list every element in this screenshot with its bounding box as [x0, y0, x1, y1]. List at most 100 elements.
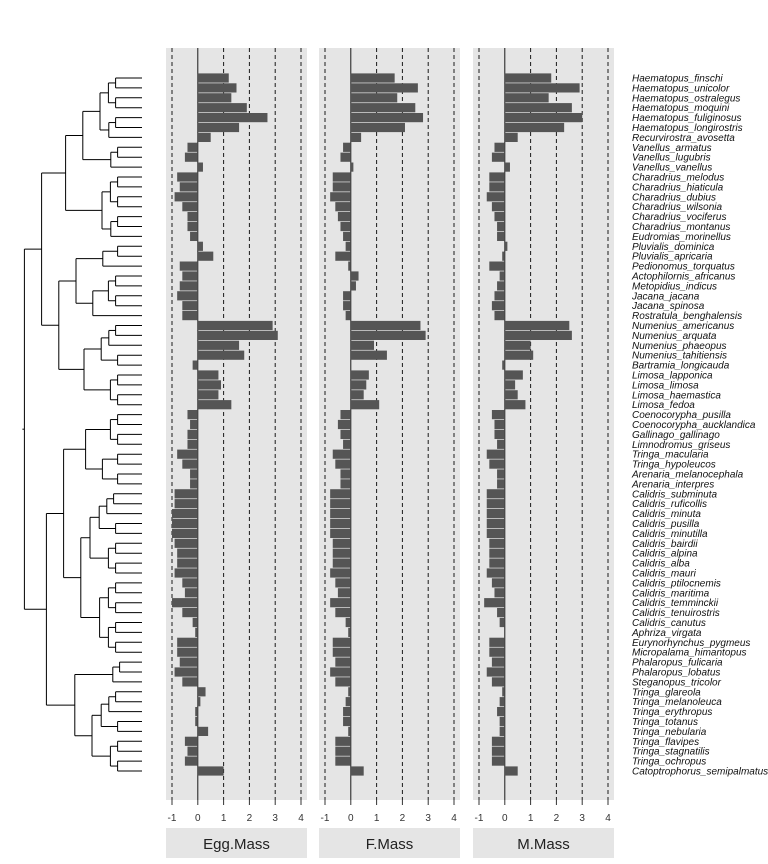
species-label: Calidris_minutilla [632, 529, 708, 540]
bar [182, 459, 198, 469]
bar [491, 746, 505, 756]
bar [489, 558, 505, 568]
bar [182, 578, 198, 588]
species-label: Charadrius_melodus [632, 173, 724, 184]
bar [172, 518, 198, 529]
bar [494, 588, 505, 598]
bar [330, 489, 351, 499]
bar [179, 182, 198, 192]
bar [486, 667, 505, 677]
bar [499, 726, 505, 736]
bar [187, 142, 198, 152]
panel-egg-mass: -1 0 1 2 3 4 Egg.Mass [166, 48, 307, 858]
species-label: Charadrius_wilsonia [632, 202, 722, 213]
bar [494, 429, 505, 439]
bar [184, 736, 198, 746]
species-label: Actophilornis_africanus [631, 272, 735, 283]
bar [182, 202, 198, 212]
bar [497, 281, 505, 291]
bar [499, 617, 505, 628]
bar [340, 429, 351, 439]
species-label: Numenius_americanus [632, 321, 734, 332]
species-label: Numenius_arquata [632, 331, 717, 342]
bar [340, 469, 351, 479]
bar [187, 429, 198, 439]
tick-label: 4 [605, 813, 611, 824]
bar [335, 677, 351, 687]
species-label: Vanellus_vanellus [632, 163, 712, 174]
species-label: Jacana_jacana [631, 291, 700, 302]
species-label: Coenocorypha_aucklandica [632, 420, 756, 431]
bar [497, 439, 505, 449]
tick-label: 3 [579, 813, 585, 824]
species-label: Aphriza_virgata [631, 628, 702, 639]
bar [172, 598, 198, 608]
phylogenetic-tree [22, 77, 142, 772]
species-label: Limosa_lapponica [632, 371, 713, 382]
species-label: Steganopus_tricolor [632, 677, 722, 688]
bar [187, 221, 198, 232]
bar [504, 370, 523, 380]
bar [494, 419, 505, 430]
bar [350, 281, 356, 291]
bar [348, 261, 351, 271]
species-label: Haematopus_moquini [632, 103, 730, 114]
bar-panels: -1 0 1 2 3 4 Egg.Mass -1 0 1 2 3 4 F.Mass -1 0 1 2 3 4 M.Mas… [166, 48, 614, 858]
bar [491, 152, 505, 162]
bar [187, 212, 198, 222]
bar [350, 400, 380, 410]
bar [330, 667, 351, 677]
species-label: Haematopus_unicolor [632, 83, 730, 94]
species-label: Tringa_melanoleuca [632, 697, 722, 708]
panel-title: M.Mass [517, 836, 570, 853]
species-label: Coenocorypha_pusilla [632, 410, 731, 421]
bar [504, 113, 583, 123]
species-label: Calidris_tenuirostris [632, 608, 720, 619]
bar [174, 568, 198, 578]
bar [197, 340, 240, 350]
bar [494, 212, 505, 222]
panel-title-strip [166, 828, 307, 858]
bar [174, 538, 198, 548]
bar [343, 707, 351, 717]
bar [489, 647, 505, 657]
species-label: Tringa_glareola [632, 687, 701, 698]
bar [504, 340, 531, 350]
species-label: Limnodromus_griseus [632, 440, 730, 451]
bar [332, 538, 351, 548]
bar [190, 469, 198, 479]
bar [486, 192, 505, 202]
species-label: Tringa_ochropus [632, 757, 706, 768]
bar [486, 518, 505, 529]
bar [335, 251, 351, 261]
bar [197, 73, 229, 83]
bar [174, 192, 198, 202]
species-label: Jacana_spinosa [631, 301, 705, 312]
bar [172, 509, 198, 519]
bar [330, 518, 351, 529]
bar [497, 479, 505, 489]
species-label: Charadrius_vociferus [632, 212, 727, 223]
bar [502, 251, 505, 261]
bar [350, 766, 364, 776]
species-label: Tringa_macularia [632, 450, 709, 461]
bar [497, 608, 505, 618]
bar [350, 350, 387, 360]
species-label: Calidris_subminuta [632, 489, 717, 500]
bar [197, 350, 245, 360]
bar [197, 380, 222, 390]
bar [486, 568, 505, 578]
bar [494, 291, 505, 301]
bar [486, 489, 505, 499]
bar [197, 370, 219, 380]
bar [504, 330, 572, 340]
bar [335, 608, 351, 618]
species-label: Calidris_alpina [632, 549, 698, 560]
bar [350, 93, 398, 103]
species-label: Haematopus_finschi [632, 74, 723, 85]
bar [332, 449, 351, 459]
species-label: Pluvialis_apricaria [632, 252, 713, 263]
bar [190, 231, 198, 241]
bar [335, 202, 351, 212]
bar [330, 499, 351, 509]
